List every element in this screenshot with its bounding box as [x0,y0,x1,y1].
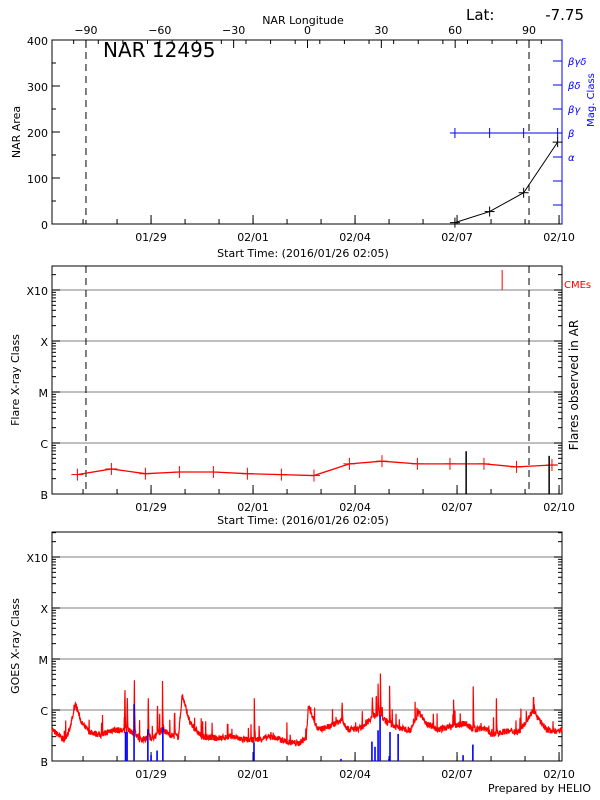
p2-y2label: Flares observed in AR [567,320,581,450]
p1-y-tick-label: 200 [27,127,48,140]
p1-x-tick-label: 02/01 [237,231,269,244]
cme-label: CMEs [564,280,591,291]
p2-y-tick-label: X [40,336,48,349]
p3-x-tick-label: 02/01 [237,768,269,781]
longitude-tick-label: −90 [74,24,97,37]
p3-ylabel: GOES X-ray Class [9,598,22,694]
longitude-tick-label: −60 [148,24,171,37]
mag-class-label: βδ [567,81,581,92]
longitude-tick-label: 0 [304,24,311,37]
p2-y-tick-label: M [39,387,49,400]
p3-y-tick-label: B [40,756,48,769]
p3-y-tick-label: C [40,705,48,718]
latitude-value: -7.75 [545,6,584,24]
p2-ylabel: Flare X-ray Class [9,334,22,426]
p1-x-tick-label: 02/10 [543,231,575,244]
p3-plot-frame [51,531,563,762]
region-title: NAR 12495 [103,38,216,62]
p1-xlabel: Start Time: (2016/01/26 02:05) [217,247,389,260]
p1-y-tick-label: 0 [41,219,48,232]
p1-y2label: Mag. Class [586,73,597,127]
p2-y-tick-label: C [40,438,48,451]
p1-y-tick-label: 100 [27,173,48,186]
p1-x-tick-label: 02/07 [441,231,473,244]
mag-class-label: α [568,153,575,164]
p3-x-tick-label: 01/29 [135,768,167,781]
mag-class-label: β [567,129,575,140]
p3-x-tick-label: 02/07 [441,768,473,781]
longitude-tick-label: 30 [374,24,388,37]
latitude-label: Lat: [466,6,494,24]
longitude-tick-label: 90 [522,24,536,37]
p2-x-tick-label: 02/10 [543,501,575,514]
footer-credit: Prepared by HELIO [488,782,591,795]
longitude-axis-title: NAR Longitude [262,14,344,27]
p3-x-tick-label: 02/04 [339,768,371,781]
p2-xlabel: Start Time: (2016/01/26 02:05) [217,514,389,527]
p1-ylabel: NAR Area [10,106,23,158]
p2-x-tick-label: 02/04 [339,501,371,514]
area-line [454,141,559,224]
p2-y-tick-label: B [40,489,48,502]
p1-plot-frame [51,39,563,225]
mag-class-label: βγδ [567,57,586,68]
goes-flux-line [51,673,563,748]
p3-y-tick-label: X10 [26,552,48,565]
p1-x-tick-label: 02/04 [339,231,371,244]
p1-x-tick-label: 01/29 [135,231,167,244]
longitude-tick-label: 60 [448,24,462,37]
mag-class-label: βγ [567,105,581,116]
p1-y-tick-label: 400 [27,35,48,48]
p2-y-tick-label: X10 [26,285,48,298]
p2-x-tick-label: 02/01 [237,501,269,514]
p2-x-tick-label: 02/07 [441,501,473,514]
p3-x-tick-label: 02/10 [543,768,575,781]
p3-y-tick-label: X [40,603,48,616]
p1-y-tick-label: 300 [27,81,48,94]
p2-x-tick-label: 01/29 [135,501,167,514]
p2-plot-frame [51,265,563,495]
longitude-tick-label: −30 [222,24,245,37]
p3-y-tick-label: M [39,654,49,667]
